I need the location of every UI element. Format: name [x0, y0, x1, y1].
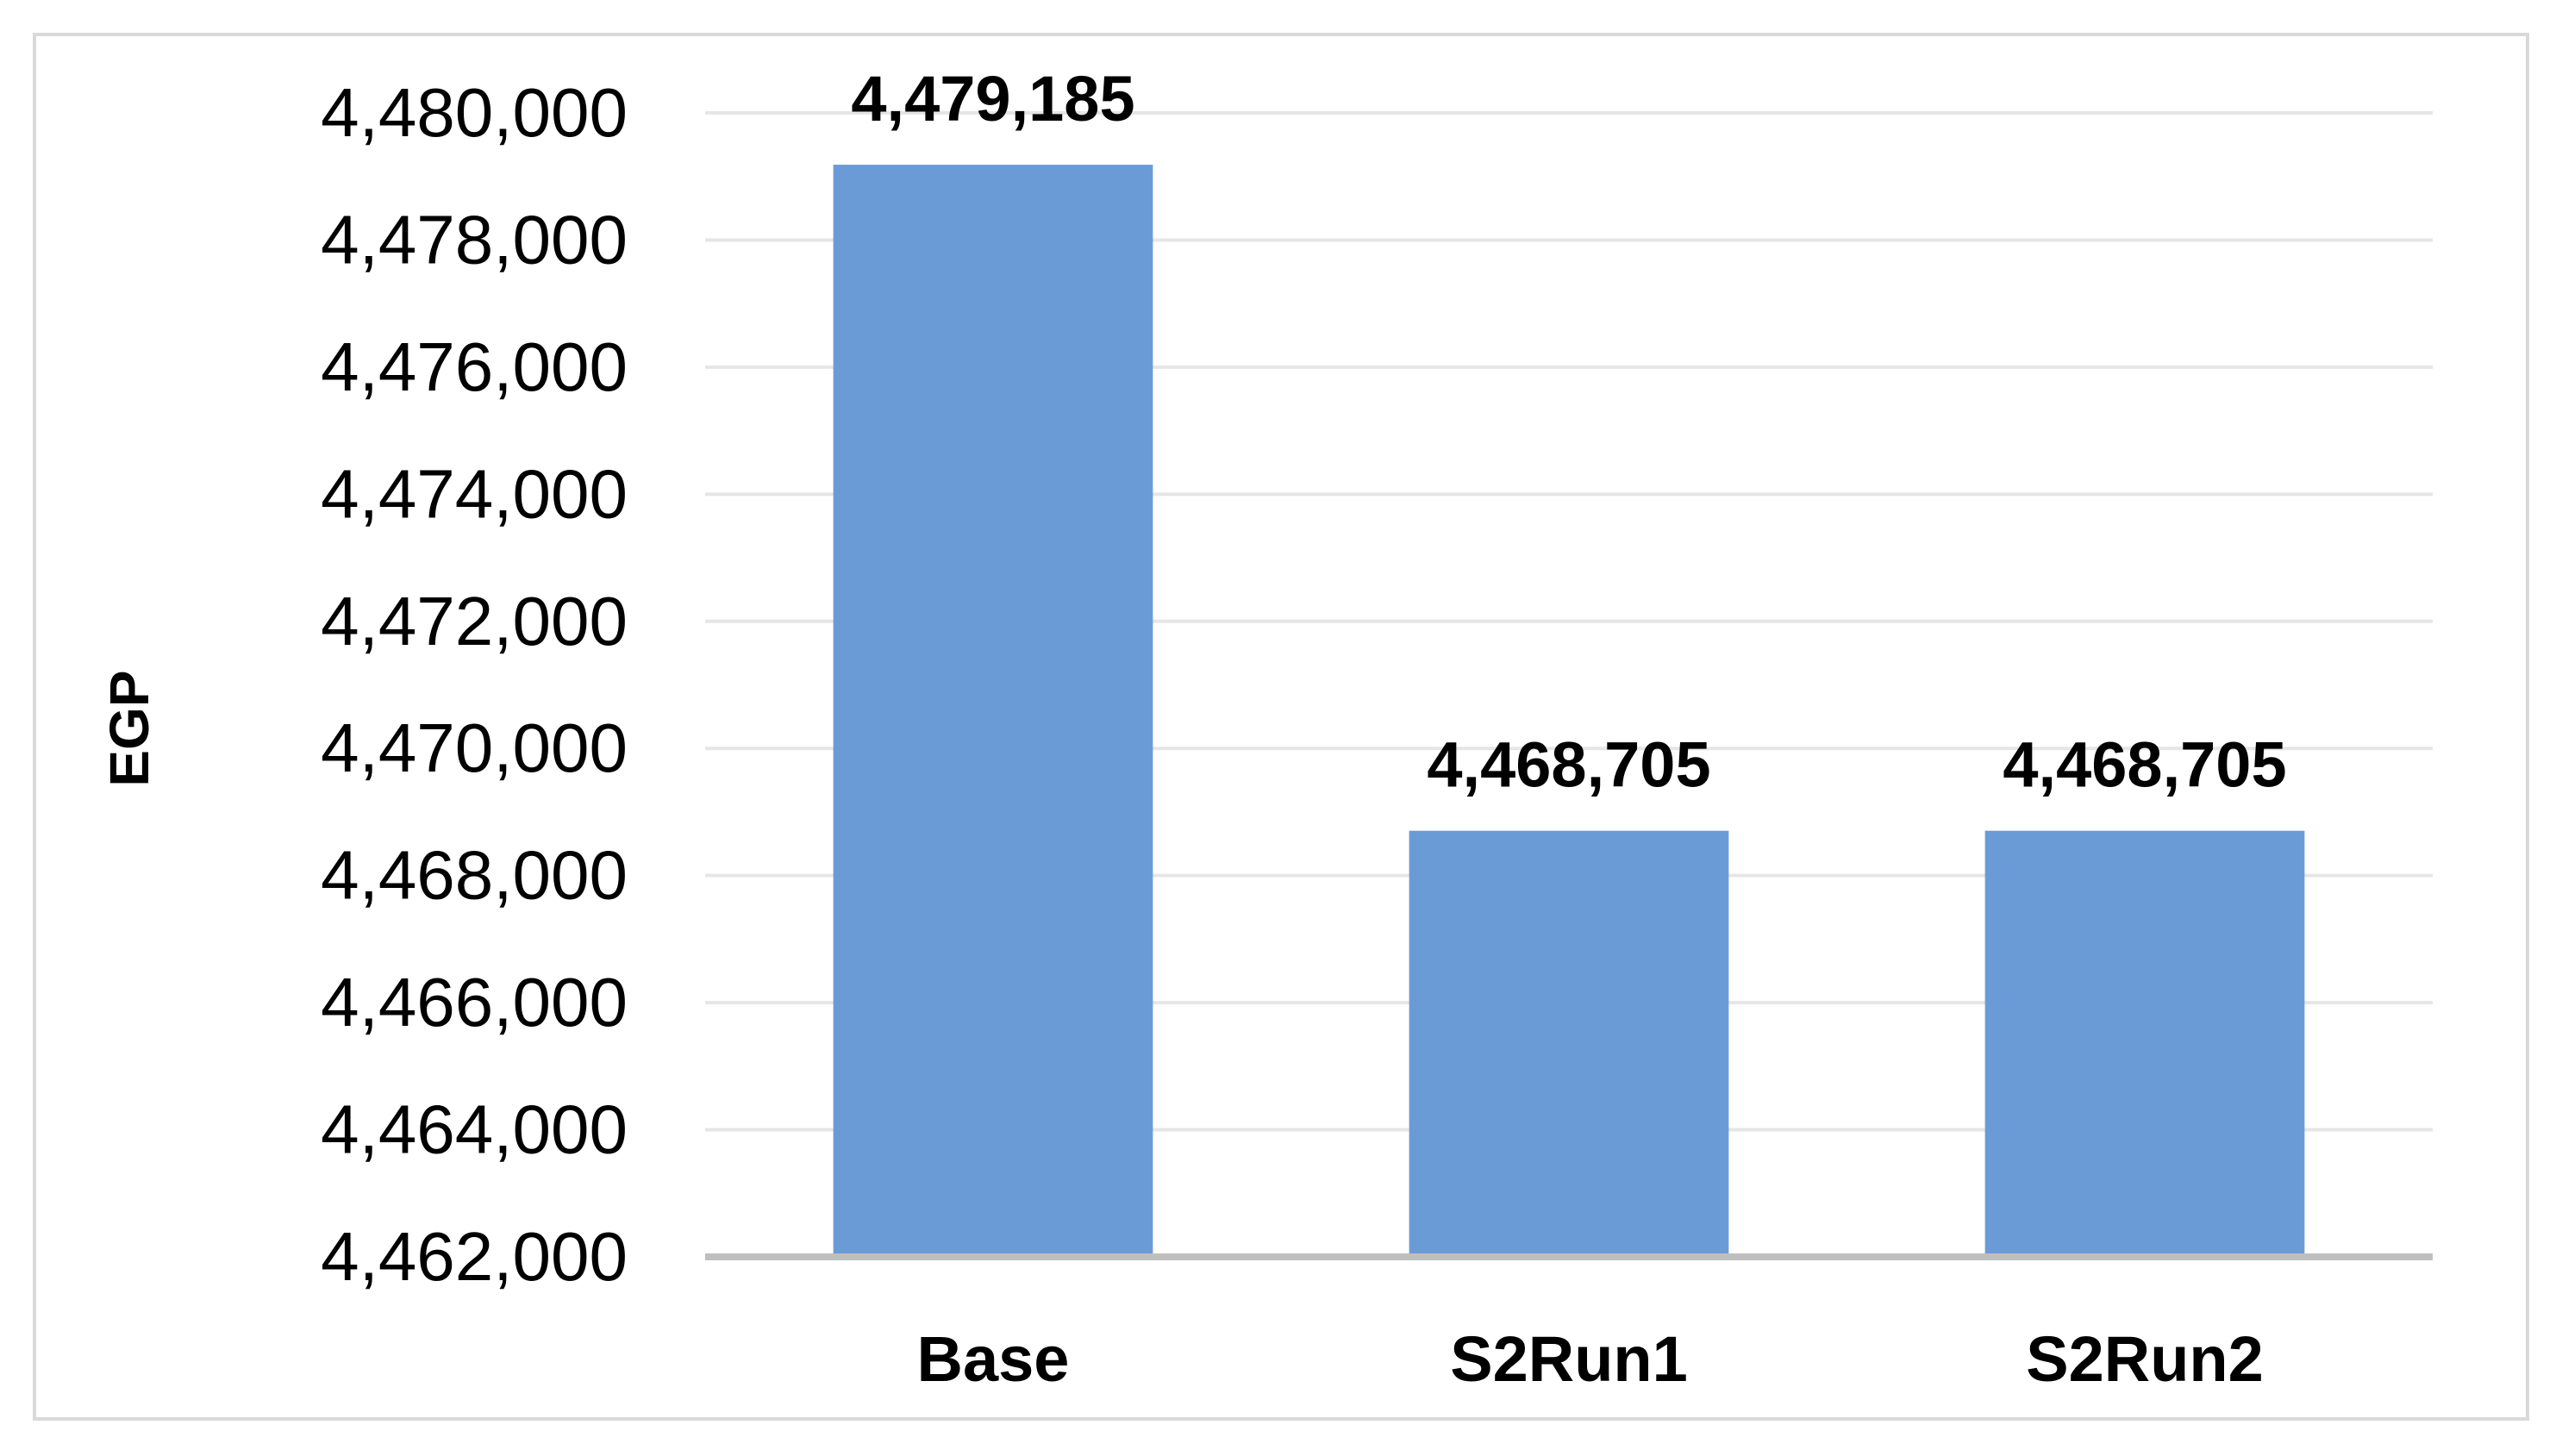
y-tick-label: 4,480,000: [321, 74, 628, 151]
bar: [833, 165, 1153, 1257]
bar: [1984, 830, 2305, 1257]
data-label: 4,479,185: [851, 63, 1134, 134]
x-category-label: S2Run1: [1450, 1323, 1688, 1395]
bars: [833, 165, 2305, 1257]
x-category-label: S2Run2: [2026, 1323, 2264, 1395]
data-label: 4,468,705: [1427, 729, 1710, 801]
data-label: 4,468,705: [2003, 729, 2286, 801]
x-axis-categories: Base S2Run1 S2Run2: [917, 1323, 2264, 1395]
x-category-label: Base: [917, 1323, 1070, 1395]
y-tick-label: 4,478,000: [321, 201, 628, 278]
y-tick-label: 4,470,000: [321, 709, 628, 786]
y-tick-label: 4,466,000: [321, 964, 628, 1040]
y-tick-label: 4,476,000: [321, 328, 628, 405]
y-tick-label: 4,474,000: [321, 455, 628, 532]
y-tick-label: 4,462,000: [321, 1218, 628, 1295]
y-tick-label: 4,472,000: [321, 583, 628, 659]
y-tick-label: 4,468,000: [321, 837, 628, 914]
y-axis-ticks: 4,462,000 4,464,000 4,466,000 4,468,000 4,47…: [321, 74, 628, 1295]
data-labels: 4,479,185 4,468,705 4,468,705: [851, 63, 2286, 801]
y-tick-label: 4,464,000: [321, 1091, 628, 1168]
bar: [1409, 830, 1729, 1257]
y-axis-label: EGP: [98, 670, 160, 786]
